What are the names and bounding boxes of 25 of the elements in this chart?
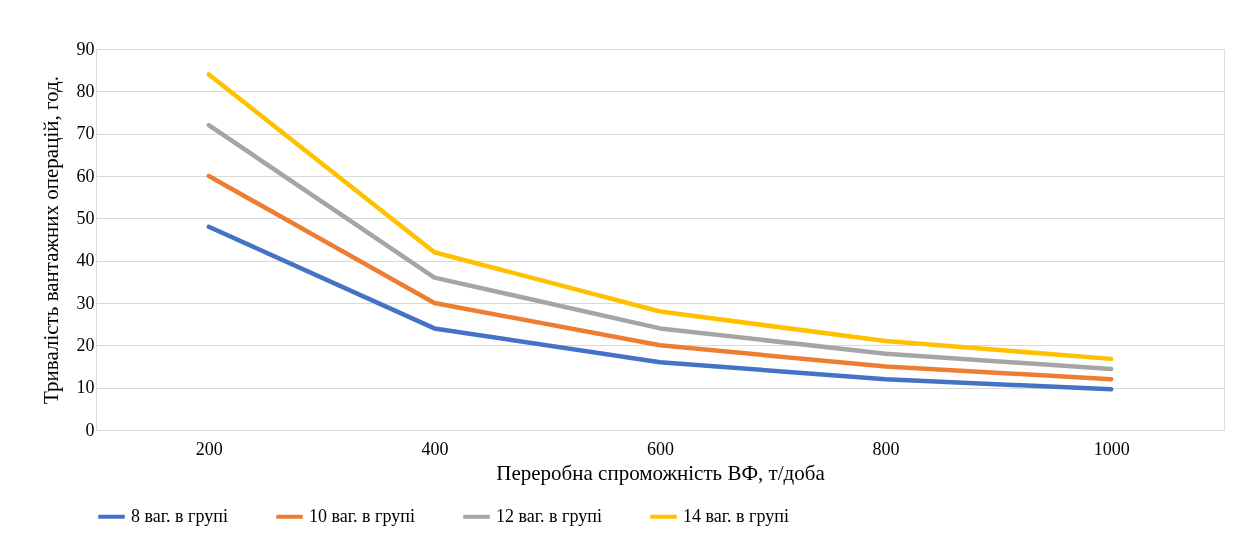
legend-label: 8 ваг. в групі <box>131 505 228 526</box>
y-tick-label: 40 <box>76 250 95 271</box>
y-tick-label: 60 <box>76 165 95 186</box>
line-series <box>206 173 1114 382</box>
x-tick-label: 800 <box>872 438 900 459</box>
y-tick-label: 90 <box>76 38 95 59</box>
x-tick-label: 200 <box>195 438 223 459</box>
line-series <box>206 224 1114 392</box>
x-tick-label: 1000 <box>1093 438 1130 459</box>
legend-label: 12 ваг. в групі <box>496 505 602 526</box>
y-tick-label: 50 <box>76 207 95 228</box>
y-axis-title: Тривалість вантажних операцій, год. <box>38 76 63 404</box>
x-tick-label: 400 <box>421 438 449 459</box>
y-tick-label: 70 <box>76 123 95 144</box>
y-tick-label: 80 <box>76 80 95 101</box>
x-tick-label: 600 <box>647 438 674 459</box>
y-tick-label: 30 <box>76 292 95 313</box>
y-tick-label: 10 <box>76 377 95 398</box>
line-series <box>206 72 1114 362</box>
y-tick-label: 20 <box>76 334 95 355</box>
legend-label: 14 ваг. в групі <box>683 505 789 526</box>
x-axis-title: Переробна спроможність ВФ, т/доба <box>496 460 826 485</box>
line-series <box>206 122 1114 372</box>
legend-label: 10 ваг. в групі <box>309 505 415 526</box>
y-tick-label: 0 <box>85 419 95 440</box>
